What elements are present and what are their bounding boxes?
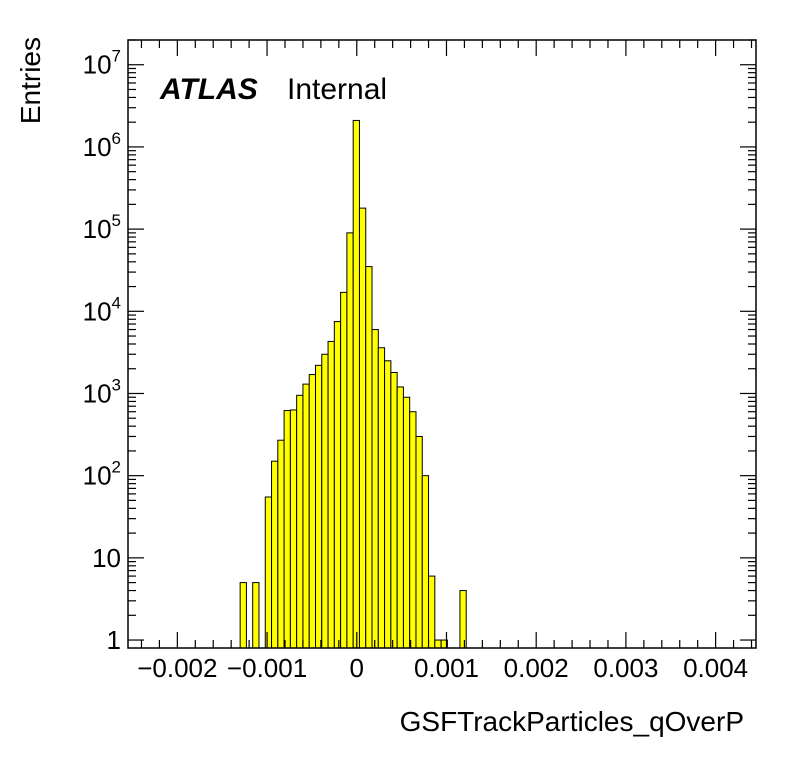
x-tick-label: 0.001 — [414, 653, 479, 683]
histogram-bar — [409, 411, 417, 649]
x-tick-label: −0.002 — [137, 653, 217, 683]
histogram-bar — [239, 582, 247, 649]
histogram-bar — [459, 590, 467, 649]
y-axis-title: Entries — [15, 37, 46, 124]
histogram-bar — [277, 439, 285, 649]
histogram-bar — [371, 329, 379, 649]
y-tick-label: 103 — [83, 375, 121, 408]
y-tick-label: 106 — [83, 129, 121, 162]
histogram-bar — [308, 374, 317, 649]
histogram-bar — [321, 353, 329, 649]
histogram-bar — [434, 639, 442, 649]
atlas-status-label: Internal — [287, 73, 387, 106]
y-tick-labels: 1 10 102 103 104 105 106 107 — [83, 47, 121, 655]
y-tick-label: 10 — [92, 543, 121, 573]
histogram-bar — [289, 409, 298, 649]
histogram-bar — [346, 232, 354, 649]
y-tick-label: 107 — [83, 47, 121, 80]
histogram-bar — [302, 383, 310, 649]
histogram-bar — [327, 340, 335, 649]
histogram-bar — [396, 386, 404, 649]
y-tick-label: 1 — [107, 625, 121, 655]
histogram-bar — [271, 460, 279, 649]
x-tick-label: −0.001 — [227, 653, 307, 683]
x-tick-label: 0.003 — [593, 653, 658, 683]
atlas-label: ATLAS — [159, 73, 258, 106]
x-axis-title: GSFTrackParticles_qOverP — [400, 706, 744, 737]
histogram-bar — [421, 475, 430, 649]
histogram-bar — [283, 410, 291, 649]
histogram-bar — [390, 372, 398, 649]
axis-ticks — [128, 39, 756, 648]
histogram-bar — [340, 291, 348, 649]
histogram-bar — [264, 496, 273, 649]
histogram-bar — [377, 347, 386, 649]
x-tick-label: 0 — [350, 653, 364, 683]
histogram-bar — [402, 396, 411, 649]
histogram-bar — [315, 364, 323, 649]
x-tick-label: 0.002 — [504, 653, 569, 683]
histogram-bar — [252, 582, 260, 649]
histogram-bar — [415, 435, 423, 649]
y-tick-label: 105 — [83, 211, 121, 244]
x-tick-label: 0.004 — [683, 653, 748, 683]
histogram-bar — [333, 321, 342, 649]
y-tick-label: 104 — [83, 293, 121, 326]
histogram-bar — [428, 575, 436, 649]
histogram-bar — [384, 360, 392, 649]
histogram-bar — [358, 207, 367, 649]
histogram-bar — [352, 119, 360, 649]
histogram-bar — [365, 266, 373, 649]
y-tick-label: 102 — [83, 458, 121, 491]
x-tick-labels: −0.002 −0.001 0 0.001 0.002 0.003 0.004 — [137, 653, 748, 683]
histogram-bar — [296, 394, 304, 649]
